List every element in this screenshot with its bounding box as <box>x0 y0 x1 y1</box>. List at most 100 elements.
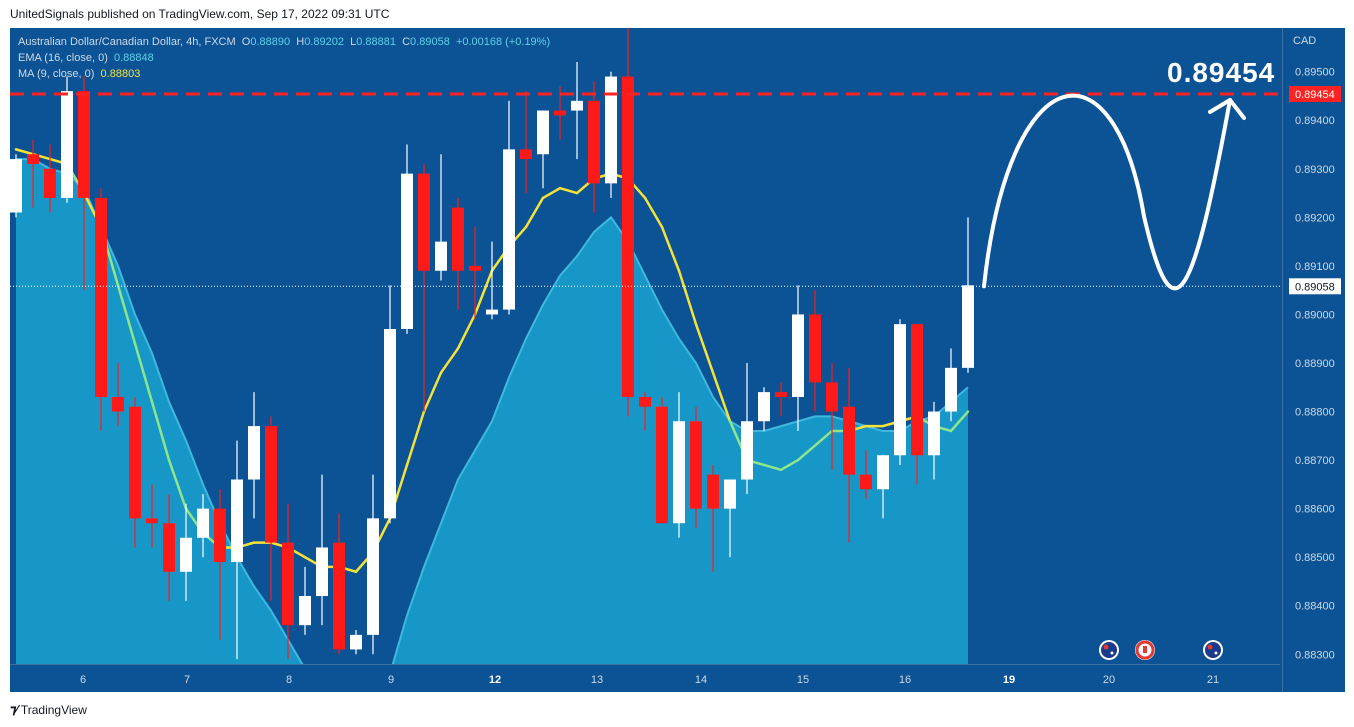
candle[interactable] <box>163 494 175 601</box>
candle[interactable] <box>894 319 906 465</box>
price-tick: 0.88700 <box>1295 455 1335 467</box>
legend-c-label: C <box>402 36 411 48</box>
price-axis-svg[interactable]: CAD 0.895000.894000.893000.892000.891000… <box>1283 28 1345 692</box>
legend-ma-value: 0.88803 <box>100 68 141 80</box>
price-tick: 0.89500 <box>1295 67 1335 79</box>
candle[interactable] <box>282 503 294 660</box>
candle[interactable] <box>605 71 617 198</box>
candle[interactable] <box>384 285 396 524</box>
candle-body <box>180 537 192 572</box>
candle[interactable] <box>452 197 464 310</box>
candle[interactable] <box>435 154 447 281</box>
candle[interactable] <box>911 324 923 485</box>
candle[interactable] <box>78 76 90 291</box>
candle-body <box>724 479 736 509</box>
candle[interactable] <box>588 81 600 213</box>
current-price-badge-text: 0.89058 <box>1295 281 1335 293</box>
published-line: UnitedSignals published on TradingView.c… <box>10 7 390 21</box>
candle[interactable] <box>401 144 413 334</box>
candle[interactable] <box>792 285 804 431</box>
candle-body <box>299 596 311 626</box>
candle[interactable] <box>826 362 838 470</box>
candle[interactable] <box>928 401 940 480</box>
tradingview-footer[interactable]: ⁊⁄ TradingView <box>10 702 87 718</box>
ema-area <box>16 159 968 664</box>
candle[interactable] <box>690 406 702 529</box>
candle[interactable] <box>741 362 753 495</box>
time-axis-svg[interactable]: 6 7 8 9 12 13 14 15 16 19 20 21 <box>10 665 1280 693</box>
currency-label: CAD <box>1293 35 1316 47</box>
candle[interactable] <box>843 367 855 543</box>
candle[interactable] <box>945 348 957 422</box>
chart-legend: Australian Dollar/Canadian Dollar, 4h, F… <box>18 34 550 82</box>
candle[interactable] <box>231 440 243 660</box>
candle-body <box>452 207 464 271</box>
candle[interactable] <box>639 392 651 431</box>
candle[interactable] <box>10 154 22 218</box>
candle-body <box>265 426 277 543</box>
australia-flag-icon[interactable] <box>1203 640 1223 660</box>
legend-h-label: H <box>296 36 305 48</box>
candle[interactable] <box>61 76 73 203</box>
ma-segment <box>116 284 137 345</box>
candle[interactable] <box>248 392 260 519</box>
price-chart[interactable]: 0.89454 <box>10 28 1280 664</box>
candle-body <box>435 241 447 271</box>
candle[interactable] <box>265 416 277 601</box>
candle[interactable] <box>656 396 668 524</box>
candle[interactable] <box>418 163 430 412</box>
ma-segment <box>660 225 681 272</box>
ma-segment <box>150 400 171 462</box>
candle[interactable] <box>180 503 192 601</box>
target-price-badge-text: 0.89454 <box>1295 89 1335 101</box>
candle[interactable] <box>214 489 226 640</box>
ma-segment <box>711 371 732 423</box>
candle[interactable] <box>860 450 872 499</box>
ma-segment <box>779 458 800 472</box>
price-tick: 0.88600 <box>1295 504 1335 516</box>
candle[interactable] <box>27 139 39 208</box>
candle[interactable] <box>707 464 719 572</box>
candle[interactable] <box>520 91 532 194</box>
current-price-badge <box>1289 278 1341 295</box>
candle[interactable] <box>469 227 481 320</box>
candle-body <box>758 392 770 422</box>
chart-frame[interactable]: 0.89454 Australian Dollar/Canadian Dolla… <box>10 28 1345 693</box>
candle-body <box>248 426 260 480</box>
candle[interactable] <box>333 513 345 655</box>
candle[interactable] <box>146 484 158 548</box>
candle[interactable] <box>197 494 209 558</box>
candle[interactable] <box>673 392 685 538</box>
candle[interactable] <box>622 28 634 417</box>
time-label: 8 <box>286 674 292 686</box>
legend-o-value: 0.88890 <box>250 36 291 48</box>
candle[interactable] <box>316 474 328 626</box>
candle[interactable] <box>129 396 141 548</box>
candle[interactable] <box>44 144 56 213</box>
plot-area[interactable]: 0.89454 Australian Dollar/Canadian Dolla… <box>10 28 1280 664</box>
candle[interactable] <box>758 387 770 431</box>
candle[interactable] <box>367 474 379 655</box>
legend-ma-row: MA (9, close, 0) 0.88803 <box>18 66 550 82</box>
candle-body <box>928 411 940 456</box>
candle[interactable] <box>486 241 498 320</box>
candle[interactable] <box>95 188 107 431</box>
ma-segment <box>167 458 188 510</box>
candle[interactable] <box>877 455 889 519</box>
candle[interactable] <box>112 362 124 427</box>
candle[interactable] <box>537 110 549 189</box>
candle[interactable] <box>775 382 787 417</box>
candle[interactable] <box>962 217 974 373</box>
candle[interactable] <box>503 100 515 315</box>
candle-body <box>61 91 73 198</box>
time-axis[interactable]: 6 7 8 9 12 13 14 15 16 19 20 21 <box>10 664 1280 693</box>
candle[interactable] <box>299 566 311 635</box>
canada-flag-icon[interactable] <box>1135 640 1155 660</box>
price-axis[interactable]: CAD 0.89500 0.89400 0.89300 0.89200 0.89100 0… <box>1282 28 1345 692</box>
candle[interactable] <box>809 290 821 412</box>
candle[interactable] <box>350 630 362 655</box>
candle[interactable] <box>571 61 583 160</box>
australia-flag-icon[interactable] <box>1099 640 1119 660</box>
candle-body <box>27 154 39 164</box>
candle[interactable] <box>724 479 736 558</box>
